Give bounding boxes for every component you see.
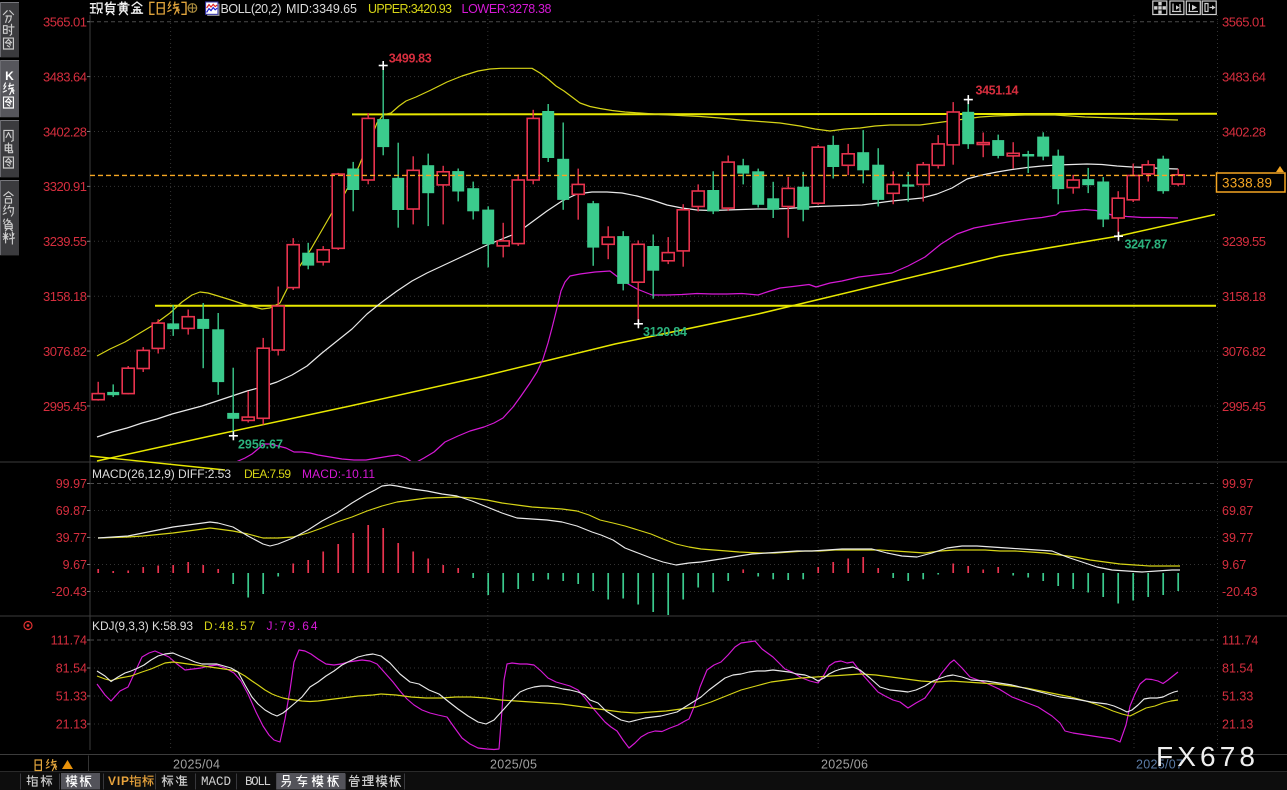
svg-text:3483.64: 3483.64 [43,69,87,84]
svg-text:FX678: FX678 [1156,741,1256,772]
svg-text:DEA:7.59: DEA:7.59 [244,467,291,481]
svg-text:39.77: 39.77 [56,531,87,545]
svg-text:2025/06: 2025/06 [821,758,868,772]
svg-text:69.87: 69.87 [1222,504,1253,518]
svg-text:111.74: 111.74 [51,634,87,648]
svg-text:3320.91: 3320.91 [43,179,87,194]
svg-text:3239.55: 3239.55 [1222,234,1266,249]
svg-text:BOLL(20,2): BOLL(20,2) [221,2,282,16]
svg-text:51.33: 51.33 [56,690,87,704]
svg-text:99.97: 99.97 [56,477,87,491]
svg-text:3499.83: 3499.83 [389,52,432,66]
svg-text:3338.89: 3338.89 [1222,176,1272,191]
svg-text:2995.45: 2995.45 [43,399,87,414]
svg-text:3120.84: 3120.84 [643,325,687,339]
svg-text:99.97: 99.97 [1222,477,1253,491]
svg-text:39.77: 39.77 [1222,531,1253,545]
svg-text:9.67: 9.67 [63,558,87,572]
svg-text:9.67: 9.67 [1222,558,1246,572]
svg-text:3239.55: 3239.55 [43,234,87,249]
svg-text:3451.14: 3451.14 [976,84,1019,98]
svg-text:3565.01: 3565.01 [43,15,87,30]
svg-text:3402.28: 3402.28 [43,124,87,139]
svg-text:3247.87: 3247.87 [1125,237,1168,251]
svg-text:K: K [5,69,14,83]
svg-text:69.87: 69.87 [56,504,87,518]
svg-text:3076.82: 3076.82 [43,344,87,359]
svg-text:21.13: 21.13 [1222,718,1253,732]
svg-text:MACD(26,12,9) DIFF:2.53: MACD(26,12,9) DIFF:2.53 [92,467,231,481]
svg-text:111.74: 111.74 [1222,634,1258,648]
svg-text:J:79.64: J:79.64 [267,619,318,633]
svg-text:VIP: VIP [108,774,129,788]
svg-text:MID:3349.65: MID:3349.65 [286,2,357,16]
svg-text:81.54: 81.54 [56,662,87,676]
svg-text:2025/07: 2025/07 [1136,758,1183,772]
svg-text:51.33: 51.33 [1222,690,1253,704]
svg-text:81.54: 81.54 [1222,662,1253,676]
svg-text:MACD: MACD [201,775,231,789]
svg-text:MACD:-10.11: MACD:-10.11 [302,467,375,481]
svg-text:3565.01: 3565.01 [1222,15,1266,30]
svg-text:2025/04: 2025/04 [173,758,220,772]
svg-text:D:48.57: D:48.57 [204,619,255,633]
svg-text:21.13: 21.13 [56,718,87,732]
svg-text:-20.43: -20.43 [52,585,87,599]
svg-text:2025/05: 2025/05 [490,758,537,772]
svg-text:2956.67: 2956.67 [238,438,283,452]
svg-text:3076.82: 3076.82 [1222,344,1266,359]
svg-text:BOLL: BOLL [245,775,271,789]
svg-text:-20.43: -20.43 [1222,585,1257,599]
svg-text:3158.18: 3158.18 [1222,289,1266,304]
svg-text:3158.18: 3158.18 [43,289,87,304]
svg-text:LOWER:3278.38: LOWER:3278.38 [462,2,552,16]
svg-text:KDJ(9,3,3) K:58.93: KDJ(9,3,3) K:58.93 [92,619,193,633]
svg-text:3402.28: 3402.28 [1222,124,1266,139]
svg-text:3483.64: 3483.64 [1222,69,1266,84]
svg-text:UPPER:3420.93: UPPER:3420.93 [368,2,452,16]
svg-text:2995.45: 2995.45 [1222,399,1266,414]
